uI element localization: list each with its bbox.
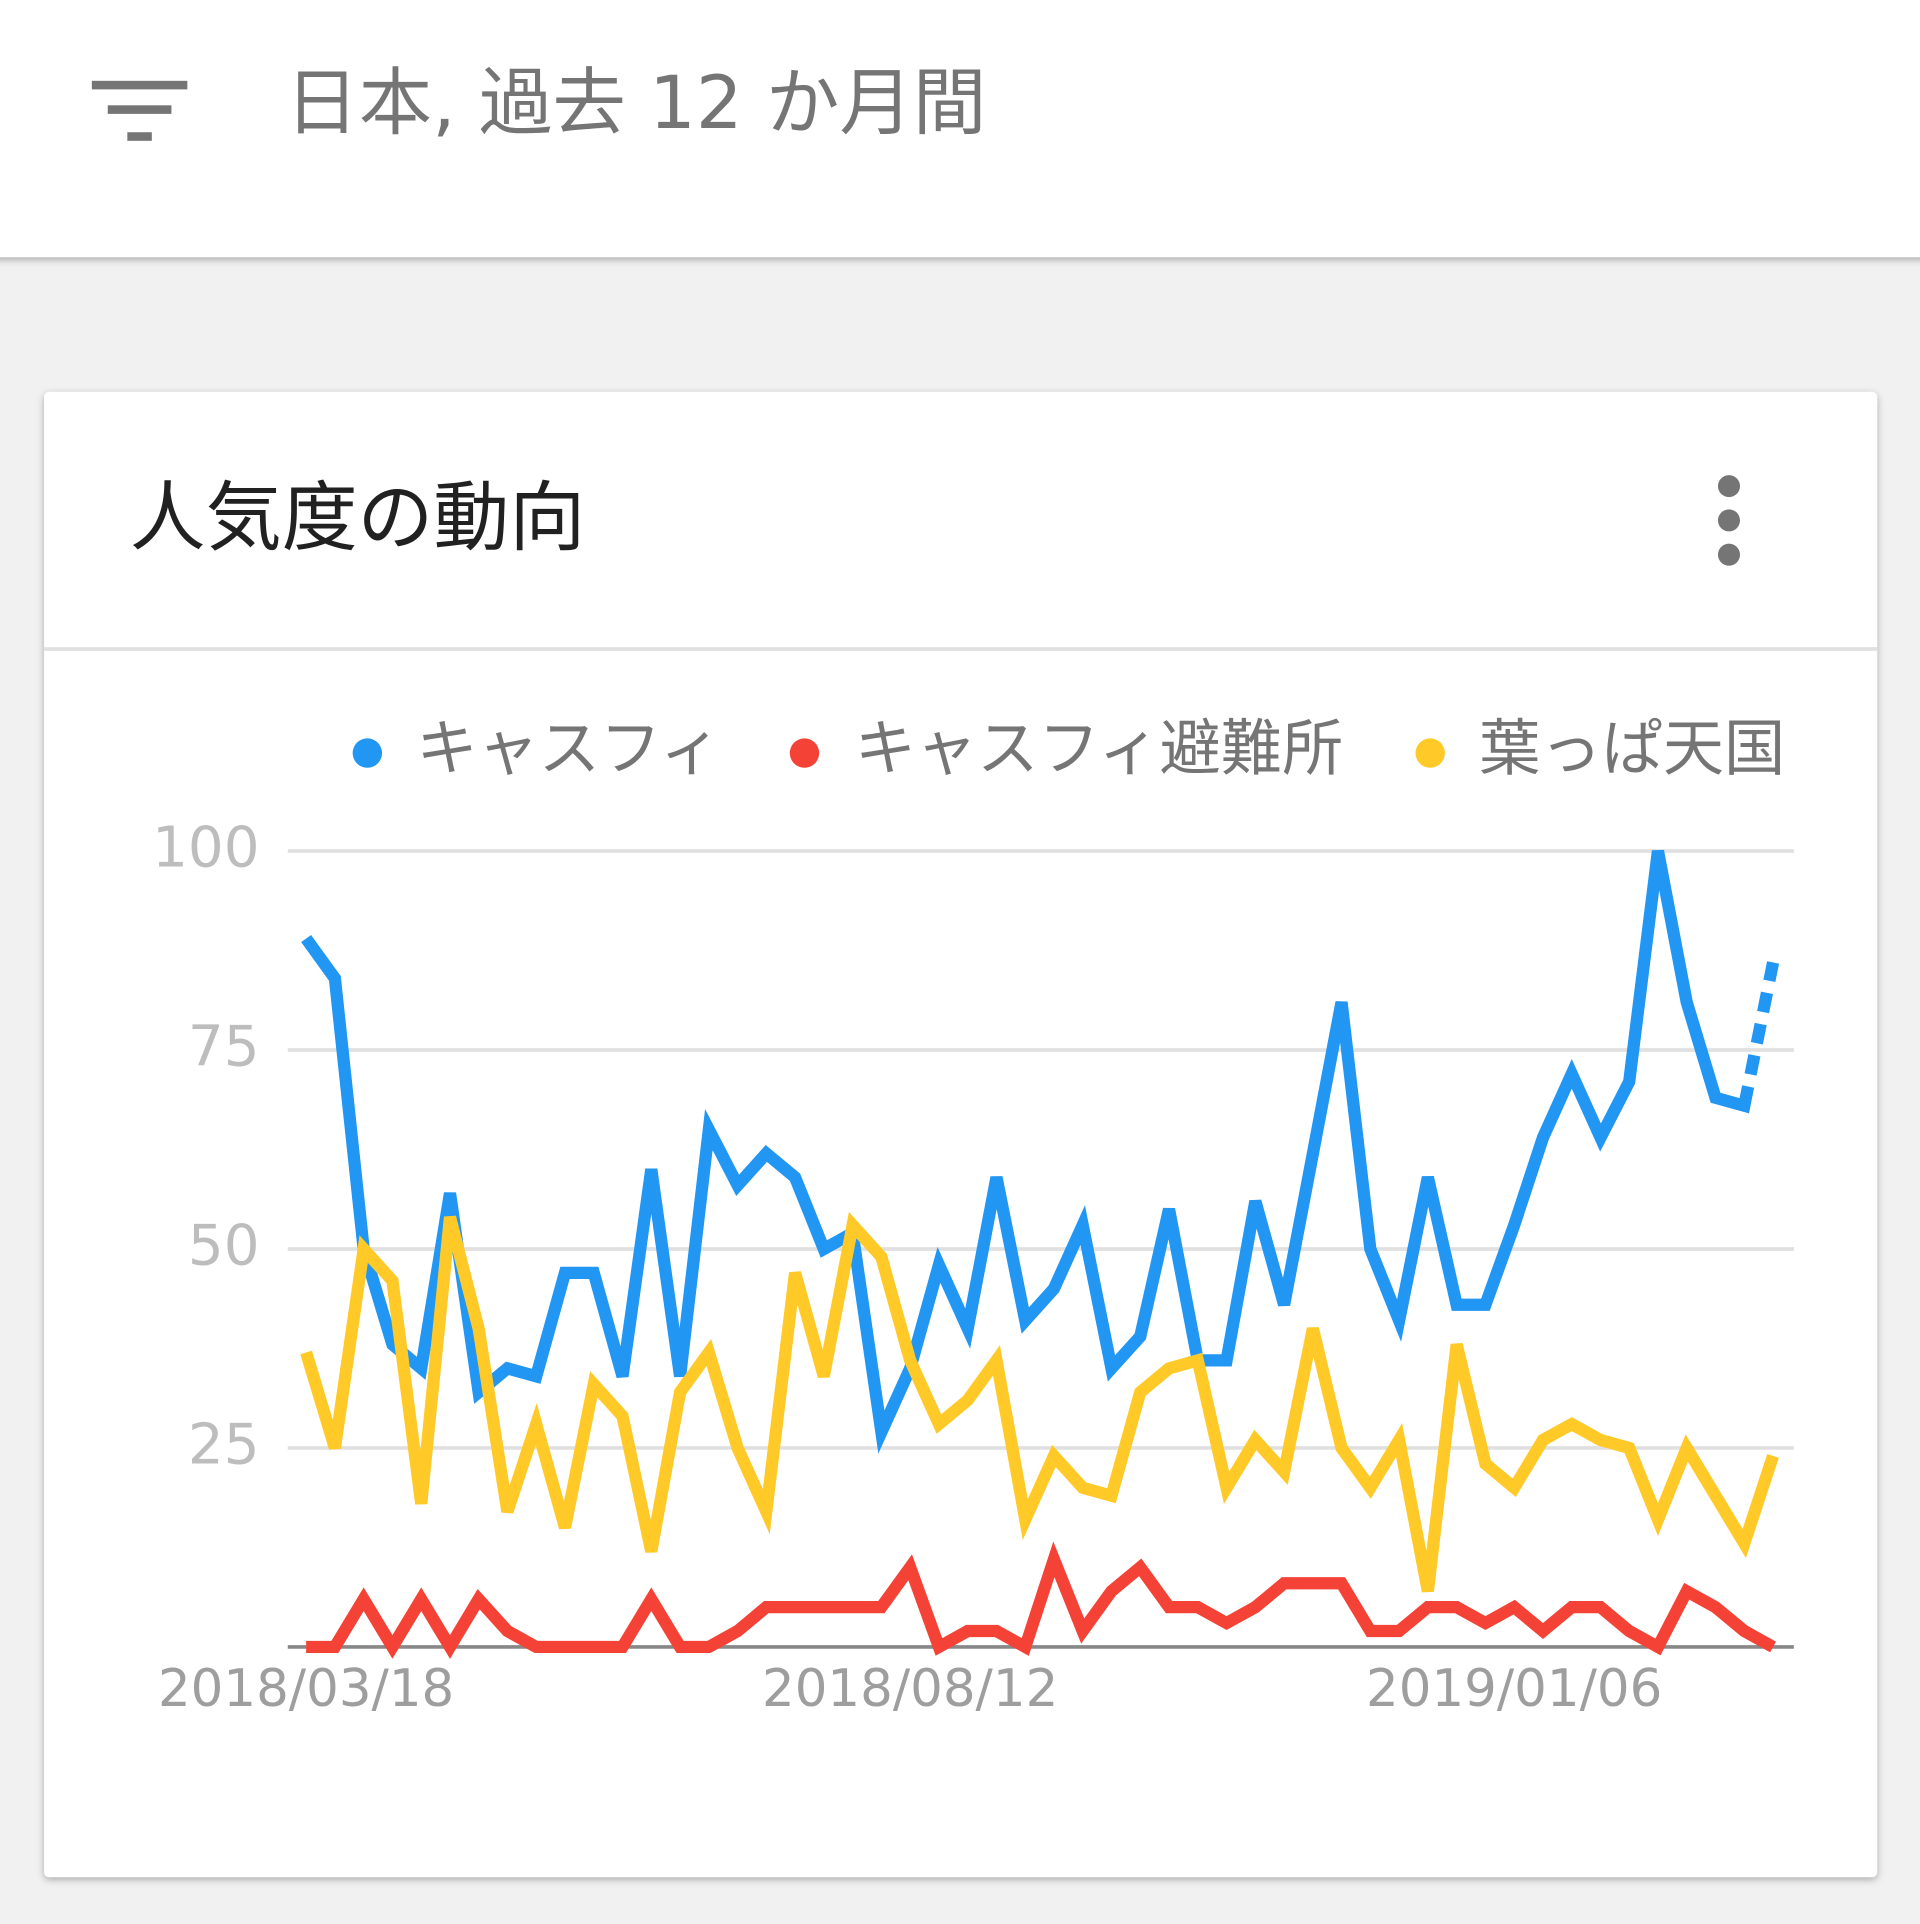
x-tick-label: 2018/08/12 <box>762 1659 1058 1719</box>
menu-dot <box>1717 509 1740 532</box>
filter-icon-line <box>127 132 152 141</box>
legend-label: 葉っぱ天国 <box>1479 714 1785 785</box>
menu-dot <box>1717 475 1740 498</box>
x-tick-label: 2019/01/06 <box>1366 1659 1662 1719</box>
filter-icon-line <box>91 80 188 90</box>
legend-marker <box>789 738 820 768</box>
series-line <box>306 1541 1777 1659</box>
y-tick-label: 50 <box>188 1214 260 1279</box>
legend-label: キャスフィ <box>416 714 721 785</box>
menu-dot <box>1717 543 1740 566</box>
series-line <box>300 1211 1779 1593</box>
legend-label: キャスフィ避難所 <box>855 714 1344 785</box>
y-tick-label: 75 <box>188 1015 260 1080</box>
x-tick-label: 2018/03/18 <box>158 1659 454 1719</box>
filter-icon-line <box>107 105 172 114</box>
header-bar <box>0 0 1920 258</box>
filter-text[interactable]: 日本, 過去 12 か月間 <box>285 61 986 146</box>
legend-marker <box>352 738 383 768</box>
y-tick-label: 100 <box>152 816 259 881</box>
legend-marker <box>1415 738 1445 768</box>
chart: キャスフィ キャスフィ避難所 葉っぱ天国 25 50 75 100 2018/03/18 201… <box>152 714 1794 1719</box>
card-title: 人気度の動向 <box>130 474 585 562</box>
series-line <box>301 849 1780 1454</box>
y-tick-label: 25 <box>188 1413 260 1478</box>
more-menu[interactable] <box>1717 475 1740 566</box>
filter-icon[interactable] <box>91 80 188 141</box>
